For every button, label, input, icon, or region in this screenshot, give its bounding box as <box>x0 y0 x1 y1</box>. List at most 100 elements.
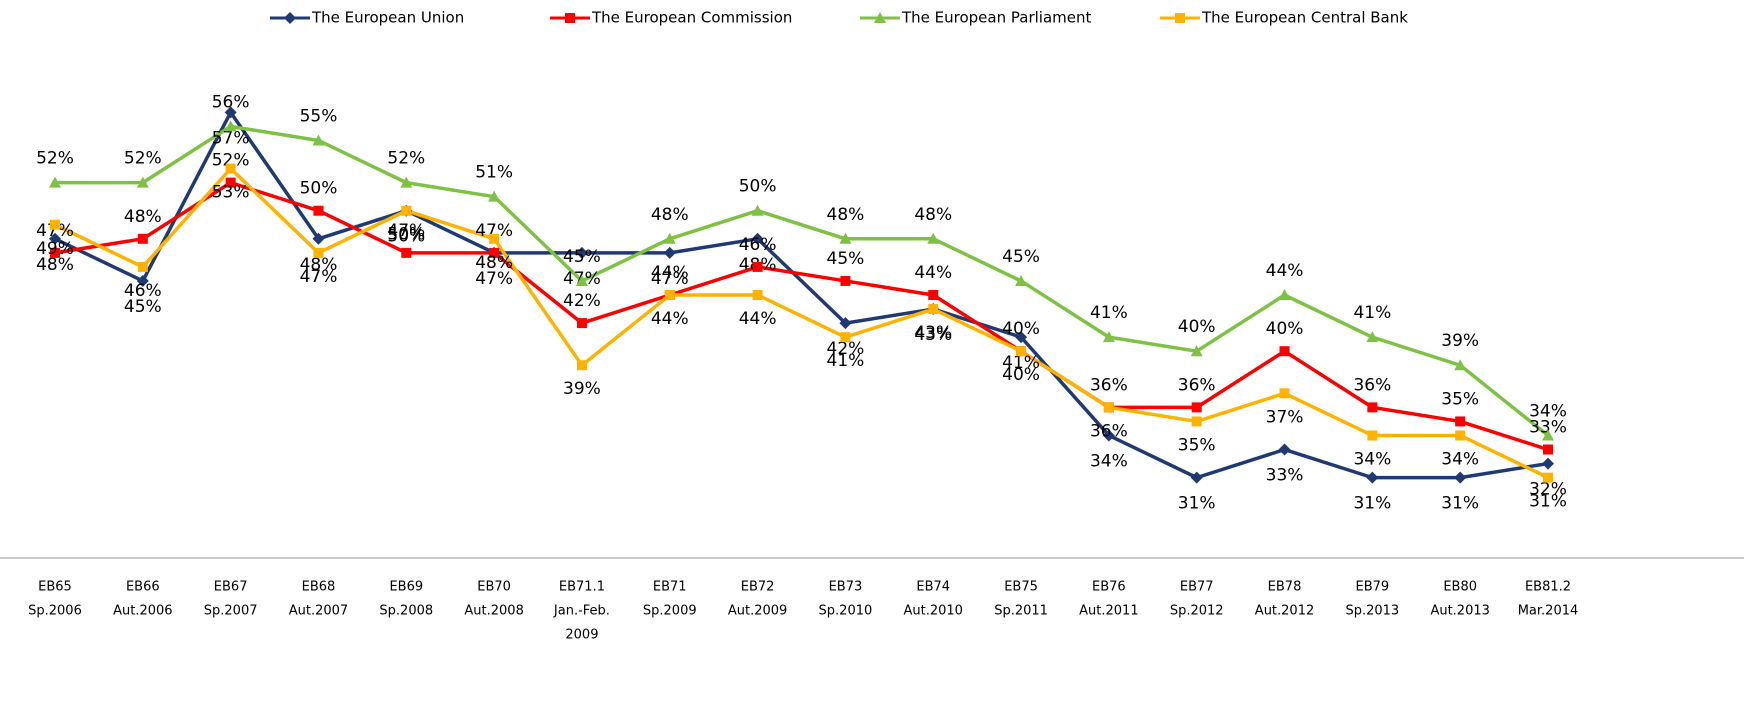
data-label: 48% <box>914 205 952 225</box>
x-tick-label: Aut.2007 <box>289 604 348 619</box>
data-label: 47% <box>475 221 513 241</box>
data-label: 31% <box>1529 492 1567 512</box>
data-label: 32% <box>1529 480 1567 500</box>
data-label: 45% <box>124 297 162 317</box>
data-label: 31% <box>1441 494 1479 514</box>
data-label: 41% <box>827 351 865 371</box>
data-point <box>1542 429 1554 441</box>
data-point <box>1543 444 1553 455</box>
data-point <box>488 190 501 202</box>
data-label: 40% <box>1178 317 1216 337</box>
data-point <box>1367 402 1378 413</box>
x-tick-label: Aut.2011 <box>1079 604 1138 619</box>
x-tick-label: Sp.2009 <box>643 604 697 619</box>
data-label: 45% <box>563 247 601 267</box>
data-point <box>752 261 763 272</box>
legend-item: The European Parliament <box>860 9 1091 27</box>
data-label: 34% <box>1529 401 1567 421</box>
data-label: 44% <box>1266 261 1304 281</box>
data-label: 48% <box>827 205 865 225</box>
x-tick-label: Jan.-Feb. <box>553 604 610 619</box>
series-line <box>54 166 1549 480</box>
x-tick-label: EB72 <box>741 580 775 595</box>
data-point <box>840 332 851 343</box>
data-point <box>489 233 500 244</box>
x-tick-label: Sp.2012 <box>1170 604 1224 619</box>
data-point <box>401 247 412 258</box>
data-label: 52% <box>124 149 162 169</box>
data-point <box>1454 359 1467 371</box>
x-tick-label: Sp.2013 <box>1345 604 1399 619</box>
x-tick-label: EB78 <box>1268 580 1302 595</box>
data-point <box>927 232 940 244</box>
data-label: 36% <box>1090 421 1128 441</box>
data-label: 48% <box>475 253 513 273</box>
data-point <box>136 274 149 287</box>
legend-label: The European Union <box>311 9 464 27</box>
data-point <box>1278 289 1291 300</box>
data-point <box>751 232 764 245</box>
legend-marker <box>874 12 886 23</box>
data-label: 52% <box>36 149 74 169</box>
data-label: 47% <box>387 221 425 241</box>
data-point <box>1190 345 1203 357</box>
x-tick-label: EB74 <box>916 580 950 595</box>
data-point <box>49 232 61 245</box>
x-tick-label: Sp.2011 <box>994 604 1048 619</box>
x-tick-label: Aut.2009 <box>728 604 787 619</box>
data-label: 33% <box>1266 466 1304 486</box>
x-tick-label: Sp.2010 <box>819 604 873 619</box>
x-tick-label: Aut.2010 <box>904 604 963 619</box>
data-point <box>1366 471 1379 484</box>
data-point <box>663 232 676 244</box>
data-label: 41% <box>1090 303 1128 323</box>
data-point <box>1190 471 1203 484</box>
data-label: 39% <box>563 379 601 399</box>
data-label: 37% <box>1266 407 1304 427</box>
x-tick-label: EB77 <box>1180 580 1214 595</box>
data-label: 44% <box>914 263 952 283</box>
legend-item: The European Commission <box>550 9 792 27</box>
x-tick-label: Sp.2008 <box>379 604 433 619</box>
data-label: 44% <box>651 263 689 283</box>
legend-label: The European Commission <box>591 9 792 27</box>
data-point <box>312 134 325 146</box>
data-label: 44% <box>739 309 777 329</box>
data-point <box>752 290 763 300</box>
x-tick-label: EB67 <box>214 580 248 595</box>
data-label: 34% <box>1441 449 1479 469</box>
data-label: 50% <box>387 227 425 247</box>
legend-label: The European Parliament <box>901 9 1091 27</box>
legend-label: The European Central Bank <box>1201 9 1408 27</box>
data-label: 42% <box>563 291 601 311</box>
data-label: 50% <box>300 179 338 199</box>
data-point <box>1454 471 1467 484</box>
data-label: 43% <box>914 323 952 343</box>
data-point <box>575 246 588 259</box>
x-tick-label: Sp.2007 <box>204 604 258 619</box>
legend-marker <box>1175 13 1185 23</box>
data-point <box>1455 416 1466 427</box>
data-point <box>401 205 412 216</box>
data-label: 43% <box>914 325 952 345</box>
data-label: 47% <box>36 221 74 241</box>
data-label: 34% <box>1090 451 1128 471</box>
data-point <box>1102 331 1115 343</box>
data-point <box>225 177 236 188</box>
data-point <box>928 290 939 300</box>
data-label: 33% <box>1529 418 1567 438</box>
x-tick-label: EB70 <box>477 580 511 595</box>
data-point <box>576 318 587 329</box>
data-label: 40% <box>1002 319 1040 339</box>
x-tick-label: 2009 <box>565 628 598 643</box>
data-point <box>49 176 61 188</box>
data-label: 36% <box>1178 375 1216 395</box>
x-tick-label: EB71 <box>653 580 687 595</box>
data-point <box>137 233 148 244</box>
data-label: 52% <box>212 151 250 171</box>
data-point <box>1102 429 1115 442</box>
x-tick-label: EB73 <box>829 580 863 595</box>
data-label: 47% <box>475 269 513 289</box>
data-point <box>1367 430 1378 441</box>
legend-item: The European Central Bank <box>1160 9 1408 27</box>
